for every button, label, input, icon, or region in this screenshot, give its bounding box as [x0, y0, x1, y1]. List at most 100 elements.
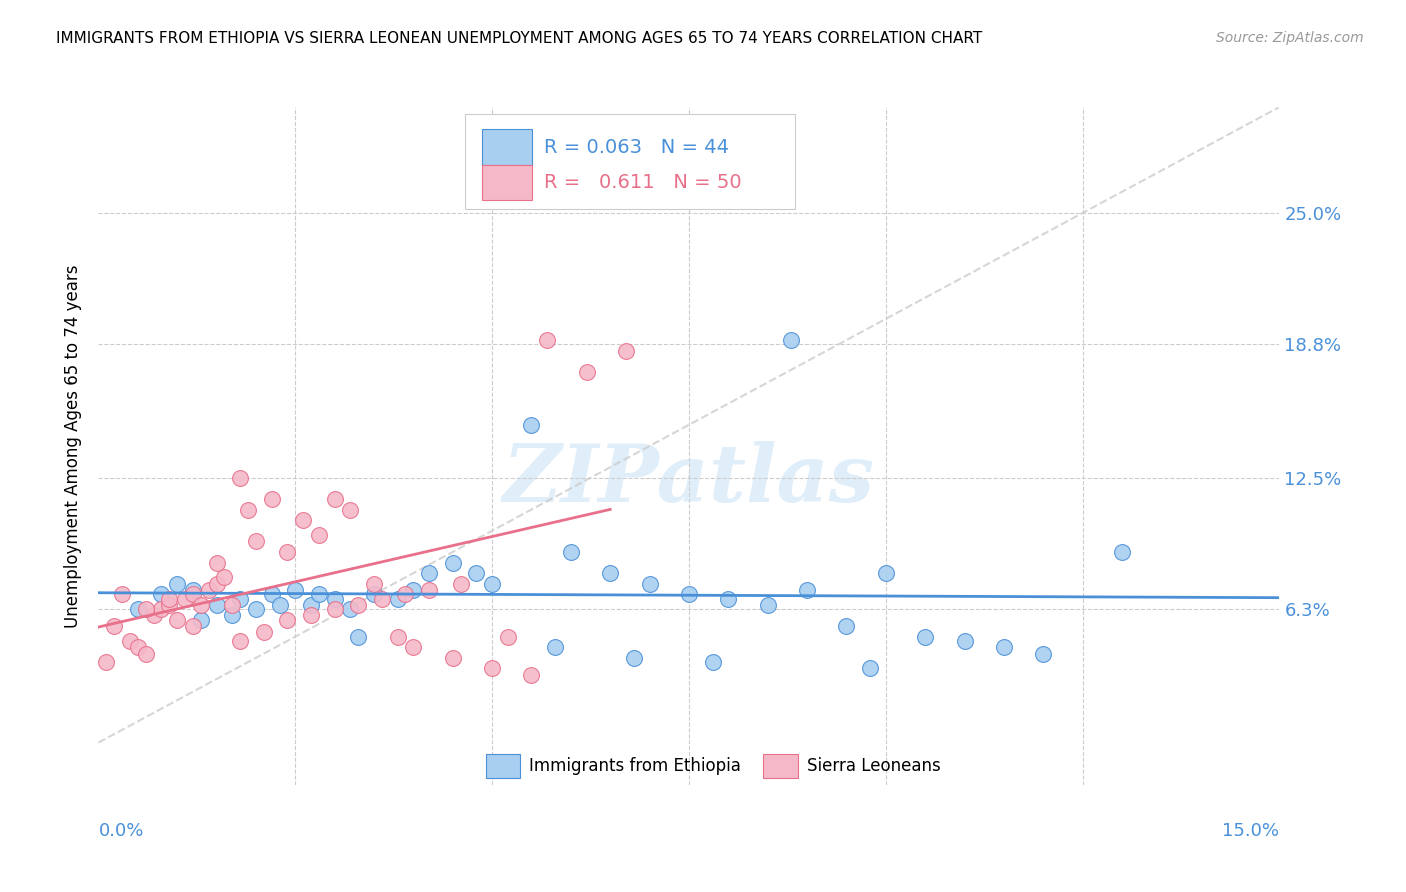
Text: R =   0.611   N = 50: R = 0.611 N = 50 [544, 173, 741, 192]
Point [135, 647, 157, 661]
Point [111, 587, 134, 601]
Point [181, 583, 204, 598]
Point [260, 587, 283, 601]
Y-axis label: Unemployment Among Ages 65 to 74 years: Unemployment Among Ages 65 to 74 years [65, 264, 83, 628]
Point [796, 583, 818, 598]
Point [496, 630, 519, 644]
FancyBboxPatch shape [763, 754, 797, 778]
Point [118, 633, 141, 648]
Text: 15.0%: 15.0% [1222, 822, 1279, 840]
Point [441, 556, 464, 570]
Point [363, 587, 385, 601]
Point [780, 333, 803, 347]
Point [205, 598, 228, 612]
Point [371, 591, 394, 606]
Point [394, 587, 416, 601]
Point [441, 651, 464, 665]
Point [157, 591, 180, 606]
Point [150, 587, 173, 601]
Point [236, 502, 259, 516]
Point [339, 502, 361, 516]
Point [859, 661, 882, 675]
Point [520, 667, 543, 681]
Point [299, 608, 322, 623]
Point [953, 633, 976, 648]
Point [308, 587, 330, 601]
Point [418, 566, 440, 580]
FancyBboxPatch shape [482, 129, 531, 165]
Point [205, 576, 228, 591]
Point [174, 591, 197, 606]
Point [575, 365, 598, 379]
Point [993, 640, 1015, 655]
Point [181, 619, 204, 633]
Point [299, 598, 322, 612]
Point [599, 566, 621, 580]
Point [623, 651, 645, 665]
Point [323, 602, 346, 616]
Text: 0.0%: 0.0% [98, 822, 143, 840]
Point [717, 591, 740, 606]
Text: Immigrants from Ethiopia: Immigrants from Ethiopia [530, 757, 741, 775]
Text: IMMIGRANTS FROM ETHIOPIA VS SIERRA LEONEAN UNEMPLOYMENT AMONG AGES 65 TO 74 YEAR: IMMIGRANTS FROM ETHIOPIA VS SIERRA LEONE… [56, 31, 983, 46]
Point [450, 576, 472, 591]
Text: Sierra Leoneans: Sierra Leoneans [807, 757, 941, 775]
Point [96, 655, 118, 669]
Point [197, 583, 219, 598]
Point [127, 640, 149, 655]
Point [229, 591, 252, 606]
Point [323, 591, 346, 606]
Point [387, 630, 409, 644]
Point [260, 491, 283, 506]
Point [520, 417, 543, 432]
Point [229, 471, 252, 485]
FancyBboxPatch shape [486, 754, 520, 778]
Point [166, 576, 188, 591]
Point [135, 602, 157, 616]
Point [363, 576, 385, 591]
Text: R = 0.063   N = 44: R = 0.063 N = 44 [544, 137, 728, 156]
Point [835, 619, 858, 633]
Point [481, 576, 503, 591]
Point [253, 625, 276, 640]
Point [536, 333, 558, 347]
Point [142, 608, 165, 623]
Point [245, 602, 267, 616]
Point [347, 598, 370, 612]
Point [402, 640, 425, 655]
Point [678, 587, 700, 601]
Point [387, 591, 409, 606]
Point [205, 556, 228, 570]
Point [875, 566, 897, 580]
Point [1111, 545, 1133, 559]
Point [269, 598, 291, 612]
Point [229, 633, 252, 648]
Point [214, 570, 236, 584]
Point [402, 583, 425, 598]
Point [245, 534, 267, 549]
Point [103, 619, 125, 633]
Text: ZIPatlas: ZIPatlas [503, 442, 875, 518]
Point [166, 613, 188, 627]
Point [276, 613, 298, 627]
Point [181, 587, 204, 601]
Point [756, 598, 779, 612]
Point [638, 576, 661, 591]
Point [127, 602, 149, 616]
FancyBboxPatch shape [482, 165, 531, 200]
Point [221, 608, 243, 623]
Point [150, 602, 173, 616]
Point [157, 598, 180, 612]
Point [284, 583, 307, 598]
Point [190, 598, 212, 612]
Point [1032, 647, 1054, 661]
Point [339, 602, 361, 616]
Text: Source: ZipAtlas.com: Source: ZipAtlas.com [1216, 31, 1364, 45]
Point [914, 630, 936, 644]
Point [221, 598, 243, 612]
Point [614, 343, 637, 358]
Point [465, 566, 488, 580]
Point [544, 640, 567, 655]
Point [481, 661, 503, 675]
Point [560, 545, 582, 559]
